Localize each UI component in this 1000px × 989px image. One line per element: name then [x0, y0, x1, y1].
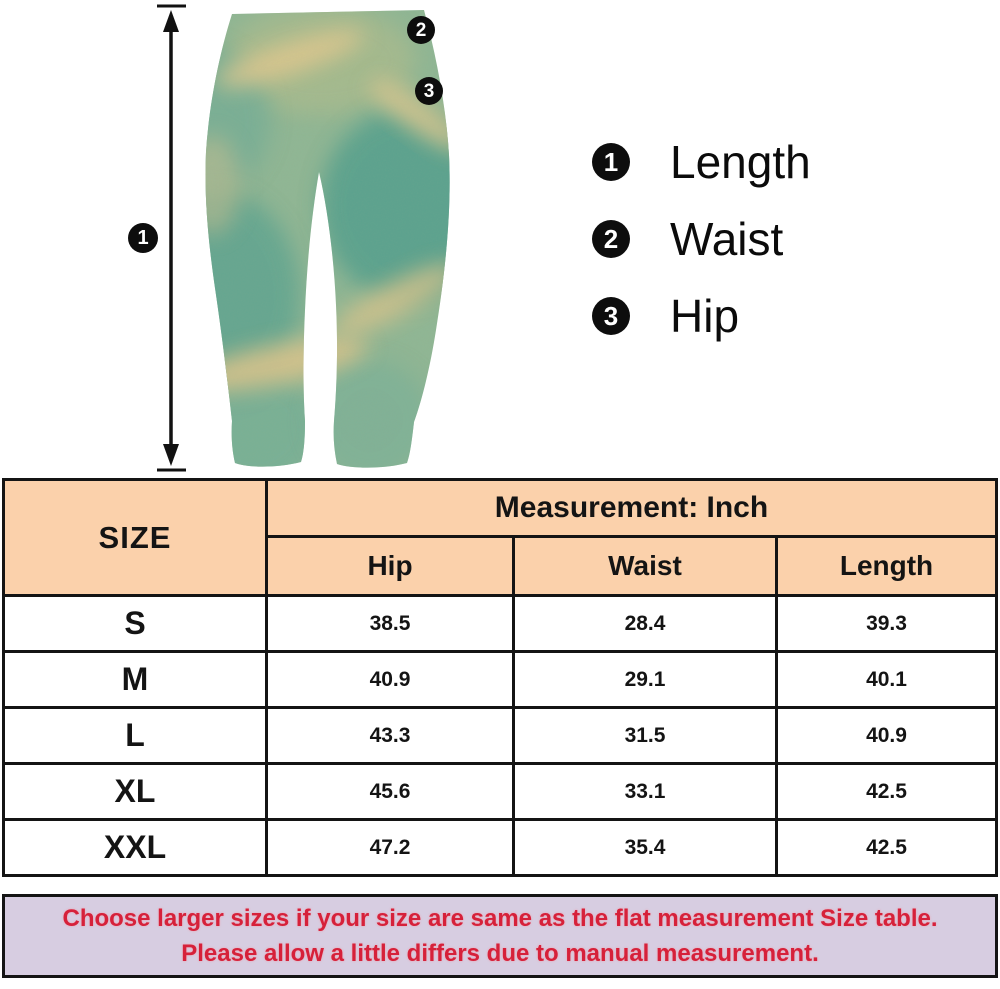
length-cell: 42.5	[775, 818, 998, 877]
pants-diagram	[157, 4, 450, 472]
table-row-l: L 43.3 31.5 40.9	[2, 706, 998, 765]
table-row-xl: XL 45.6 33.1 42.5	[2, 762, 998, 821]
size-cell: L	[2, 706, 268, 765]
size-table: SIZE Measurement: Inch Hip Waist Length …	[2, 478, 998, 877]
legend-label-length: Length	[670, 136, 811, 188]
length-cell: 40.9	[775, 706, 998, 765]
table-row-s: S 38.5 28.4 39.3	[2, 594, 998, 653]
hip-cell: 47.2	[265, 818, 515, 877]
legend-item-length: 1 Length	[592, 136, 811, 188]
size-cell: S	[2, 594, 268, 653]
waist-cell: 33.1	[512, 762, 778, 821]
column-header-length: Length	[775, 535, 998, 597]
legend-item-hip: 3 Hip	[592, 290, 811, 342]
waist-cell: 29.1	[512, 650, 778, 709]
waist-cell: 35.4	[512, 818, 778, 877]
legend-number-1-icon: 1	[592, 143, 630, 181]
size-cell: XL	[2, 762, 268, 821]
marker-2-waist: 2	[407, 16, 435, 44]
marker-3-hip: 3	[415, 77, 443, 105]
length-cell: 40.1	[775, 650, 998, 709]
waist-cell: 31.5	[512, 706, 778, 765]
legend-label-hip: Hip	[670, 290, 740, 342]
length-cell: 39.3	[775, 594, 998, 653]
size-cell: M	[2, 650, 268, 709]
waist-cell: 28.4	[512, 594, 778, 653]
legend: 1 Length 2 Waist 3 Hip	[592, 136, 811, 342]
hip-cell: 45.6	[265, 762, 515, 821]
column-header-hip: Hip	[265, 535, 515, 597]
measurement-unit-header: Measurement: Inch	[265, 478, 998, 538]
disclaimer-line-1: Choose larger sizes if your size are sam…	[62, 904, 938, 932]
measurement-header-row: SIZE Measurement: Inch	[2, 478, 998, 597]
column-header-row: Hip Waist Length	[4, 535, 998, 597]
column-header-waist: Waist	[512, 535, 778, 597]
disclaimer-note: Choose larger sizes if your size are sam…	[2, 894, 998, 978]
disclaimer-line-2: Please allow a little differs due to man…	[181, 939, 819, 967]
hip-cell: 40.9	[265, 650, 515, 709]
legend-number-2-icon: 2	[592, 220, 630, 258]
hip-cell: 43.3	[265, 706, 515, 765]
legend-label-waist: Waist	[670, 213, 784, 265]
table-row-xxl: XXL 47.2 35.4 42.5	[2, 818, 998, 877]
size-column-header: SIZE	[2, 478, 268, 597]
legend-number-3-icon: 3	[592, 297, 630, 335]
length-cell: 42.5	[775, 762, 998, 821]
marker-1-length: 1	[128, 223, 158, 253]
hip-cell: 38.5	[265, 594, 515, 653]
length-arrow	[157, 4, 186, 472]
legend-item-waist: 2 Waist	[592, 213, 811, 265]
table-row-m: M 40.9 29.1 40.1	[2, 650, 998, 709]
size-cell: XXL	[2, 818, 268, 877]
